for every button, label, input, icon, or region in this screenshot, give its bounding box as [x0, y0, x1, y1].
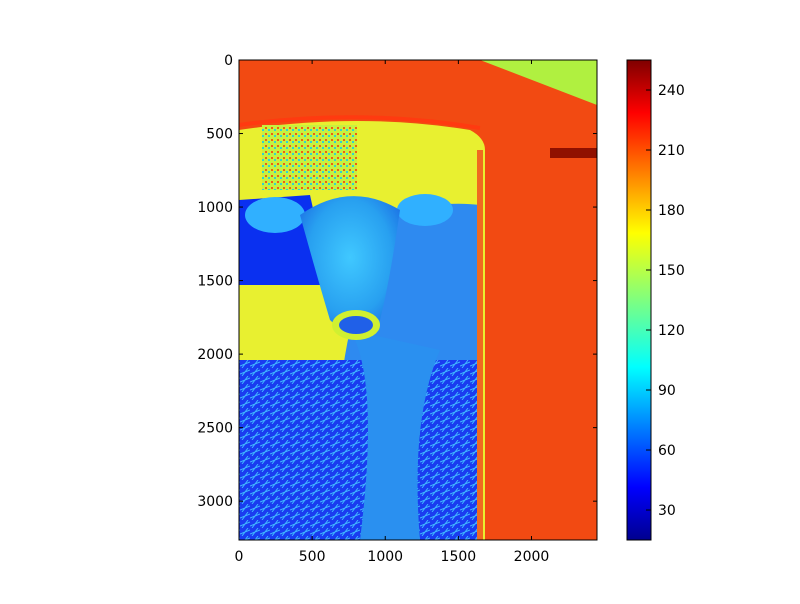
y-tick-label: 2500: [197, 421, 233, 437]
colorbar-axis: 30 60 90 120 150 180 210 240: [646, 83, 685, 519]
heatmap-image: [239, 60, 597, 540]
x-tick-label: 500: [299, 549, 326, 565]
colorbar-tick-label: 30: [658, 503, 676, 519]
x-tick-label: 1000: [367, 549, 403, 565]
colorbar-tick-label: 120: [658, 323, 685, 339]
y-tick-label: 500: [206, 127, 233, 143]
x-tick-label: 0: [235, 549, 244, 565]
x-tick-label: 1500: [441, 549, 477, 565]
colorbar-tick-label: 150: [658, 263, 685, 279]
y-tick-label: 0: [224, 53, 233, 69]
colorbar: [626, 59, 652, 541]
plot-frame: [238, 59, 598, 541]
colorbar-tick-label: 60: [658, 443, 676, 459]
y-tick-label: 1500: [197, 274, 233, 290]
colorbar-tick-label: 240: [658, 83, 685, 99]
y-tick-label: 2000: [197, 347, 233, 363]
y-axis: 0 500 1000 1500 2000 2500 3000: [197, 53, 597, 510]
y-tick-label: 3000: [197, 494, 233, 510]
colorbar-tick-label: 180: [658, 203, 685, 219]
colorbar-tick-label: 90: [658, 383, 676, 399]
x-axis: 0 500 1000 1500 2000: [235, 60, 550, 565]
x-tick-label: 2000: [514, 549, 550, 565]
colorbar-tick-label: 210: [658, 143, 685, 159]
y-tick-label: 1000: [197, 200, 233, 216]
